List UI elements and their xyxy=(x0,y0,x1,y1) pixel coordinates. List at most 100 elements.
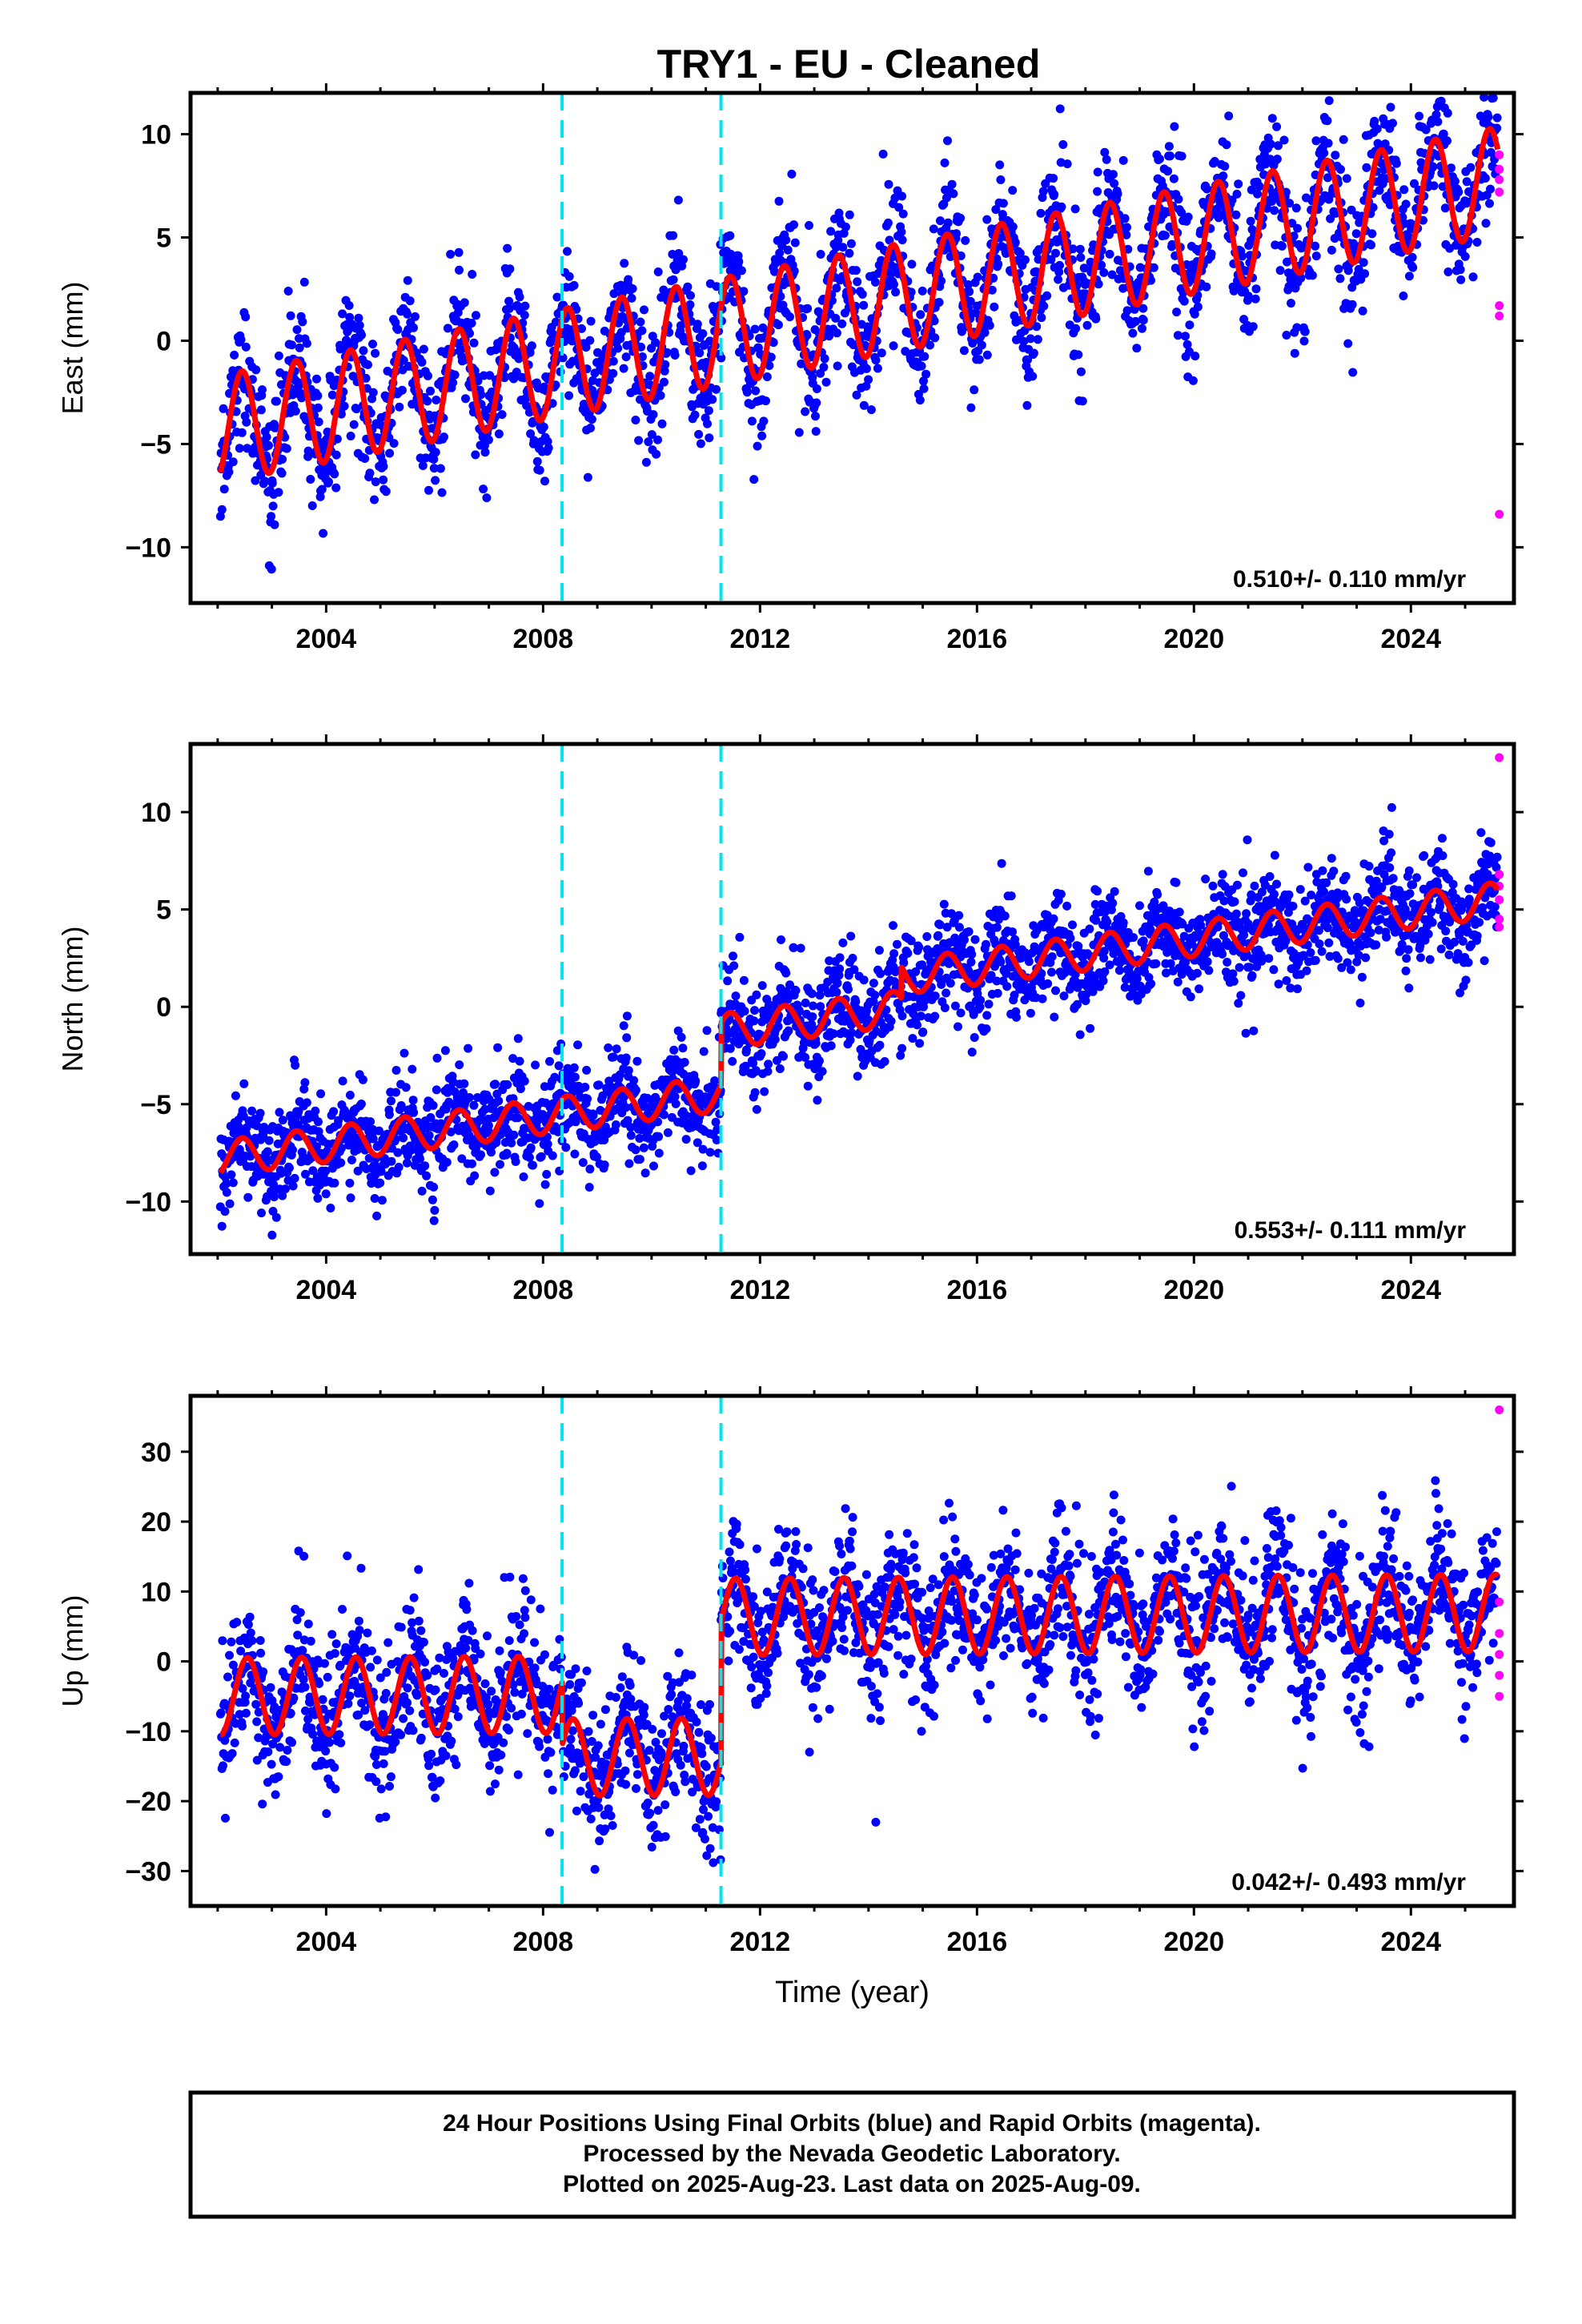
data-point xyxy=(544,443,553,452)
data-point xyxy=(805,221,813,230)
data-point xyxy=(430,1205,440,1215)
data-point xyxy=(428,1100,438,1110)
data-point xyxy=(336,409,346,419)
data-point xyxy=(437,488,447,497)
data-point xyxy=(1233,880,1242,890)
data-point xyxy=(391,1088,400,1097)
data-point xyxy=(903,948,913,958)
data-point xyxy=(967,950,977,959)
data-point xyxy=(705,433,714,443)
data-point xyxy=(476,1150,485,1160)
data-point xyxy=(915,1039,925,1048)
data-point xyxy=(651,338,661,348)
data-point xyxy=(431,476,440,485)
data-point xyxy=(1219,171,1228,181)
data-point xyxy=(581,343,591,352)
data-point xyxy=(803,304,813,313)
data-point xyxy=(637,326,647,336)
data-point xyxy=(1484,112,1493,122)
data-point xyxy=(1181,332,1190,341)
data-point xyxy=(1010,238,1020,247)
data-point xyxy=(694,429,704,439)
data-point xyxy=(814,1056,824,1066)
data-point xyxy=(752,1104,761,1114)
data-point xyxy=(319,529,328,538)
data-point xyxy=(470,1171,480,1180)
x-tick-label: 2004 xyxy=(296,624,357,654)
data-point xyxy=(833,979,842,988)
data-point xyxy=(493,1043,503,1052)
data-point xyxy=(1346,965,1355,975)
data-point xyxy=(1102,155,1111,164)
data-point xyxy=(513,1034,523,1043)
data-point xyxy=(878,149,888,159)
data-point xyxy=(937,276,946,286)
data-point xyxy=(913,1020,921,1030)
data-point xyxy=(363,360,372,369)
data-point xyxy=(791,986,801,995)
data-point xyxy=(1427,82,1435,91)
data-point xyxy=(774,196,784,206)
data-point xyxy=(1303,862,1313,872)
data-point xyxy=(790,238,800,247)
data-point xyxy=(389,439,399,448)
data-point xyxy=(674,249,684,258)
data-point xyxy=(1050,1012,1059,1022)
data-point xyxy=(729,951,737,961)
data-point xyxy=(760,1087,769,1096)
data-point xyxy=(889,921,897,931)
data-point xyxy=(801,407,810,416)
data-point xyxy=(460,1079,469,1088)
data-point xyxy=(515,1056,524,1066)
data-point xyxy=(317,485,327,494)
data-point xyxy=(455,265,464,275)
data-point xyxy=(883,218,893,227)
data-point xyxy=(835,964,845,974)
data-point xyxy=(1466,163,1476,172)
data-point xyxy=(1367,240,1375,250)
data-point xyxy=(1279,135,1289,145)
data-point xyxy=(1456,265,1465,275)
data-point xyxy=(282,444,291,453)
data-point xyxy=(384,1110,394,1120)
data-point xyxy=(848,954,857,963)
data-point xyxy=(833,361,842,371)
figure-title: TRY1 - EU - Cleaned xyxy=(657,42,1041,86)
data-point xyxy=(371,477,380,487)
data-point xyxy=(1070,204,1080,214)
data-point xyxy=(356,1100,366,1108)
data-point xyxy=(429,1182,439,1192)
data-point xyxy=(622,1033,632,1043)
data-point xyxy=(368,340,377,349)
data-point xyxy=(897,227,906,237)
data-point xyxy=(1138,324,1146,333)
data-point xyxy=(653,435,662,444)
data-point xyxy=(859,975,869,985)
data-point xyxy=(393,325,403,334)
data-point xyxy=(429,1216,439,1225)
data-point xyxy=(1323,82,1331,91)
data-point xyxy=(539,422,548,432)
data-point xyxy=(995,160,1005,170)
data-point xyxy=(965,287,974,296)
data-point xyxy=(943,218,953,227)
data-point xyxy=(316,1089,326,1099)
data-point xyxy=(1277,241,1287,251)
data-point xyxy=(1008,927,1018,937)
data-point xyxy=(802,331,812,340)
data-point xyxy=(329,1107,339,1116)
data-point xyxy=(611,1120,620,1129)
data-point xyxy=(1093,187,1102,196)
data-point xyxy=(851,997,861,1007)
data-point xyxy=(371,348,380,358)
rapid-point xyxy=(1495,187,1504,197)
data-point xyxy=(897,1011,907,1021)
data-point xyxy=(670,351,680,360)
data-point xyxy=(1307,271,1317,280)
data-point xyxy=(569,280,579,290)
data-point xyxy=(661,360,670,369)
data-point xyxy=(982,215,992,224)
data-point xyxy=(1401,199,1411,209)
data-point xyxy=(504,304,514,313)
data-point xyxy=(469,1100,479,1110)
